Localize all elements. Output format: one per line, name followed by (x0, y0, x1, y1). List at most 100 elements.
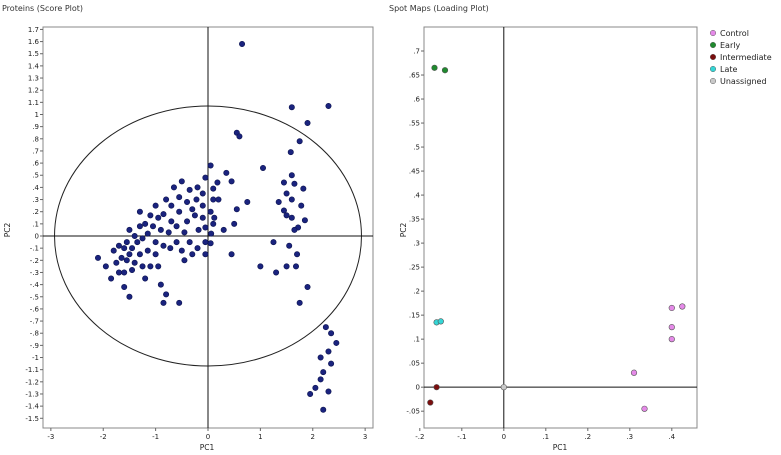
score-data-point (220, 226, 227, 233)
score-y-tick-label: -1.5 (25, 415, 39, 423)
loading-plot-title: Spot Maps (Loading Plot) (389, 4, 489, 13)
score-data-point (300, 185, 307, 192)
score-data-point (118, 254, 125, 261)
loading-y-tick-label: .25 (409, 264, 420, 272)
score-data-point (207, 240, 214, 247)
score-data-point (160, 242, 167, 249)
loading-y-tick-label: 0 (416, 384, 420, 392)
score-y-tick-label: .2 (32, 208, 39, 216)
score-y-tick-label: .3 (32, 196, 39, 204)
loading-point-control (668, 304, 675, 312)
score-data-point (207, 162, 214, 169)
loading-point-late (437, 318, 444, 325)
score-data-point (110, 247, 117, 254)
loading-plot-x-label: PC1 (553, 443, 568, 452)
score-data-point (228, 178, 235, 185)
score-data-point (317, 376, 324, 383)
score-data-point (199, 202, 206, 209)
score-data-point (131, 233, 138, 240)
score-data-point (113, 259, 120, 266)
legend: Control Early Intermediate Late Unassigned (709, 29, 772, 86)
score-plot-y-label: PC2 (3, 223, 12, 238)
score-data-point (176, 299, 183, 306)
score-y-tick-label: 1.4 (28, 62, 40, 70)
score-data-point (199, 214, 206, 221)
score-data-point (173, 239, 180, 246)
score-data-point (163, 291, 170, 298)
score-data-point (239, 41, 246, 48)
score-data-point (304, 119, 311, 126)
score-data-point (157, 281, 164, 288)
legend-marker-late (709, 65, 717, 73)
score-data-point (155, 214, 162, 221)
score-data-point (328, 330, 335, 337)
score-data-point (301, 217, 308, 224)
score-data-point (152, 202, 159, 209)
loading-y-tick-label: .05 (409, 360, 420, 368)
score-data-point (287, 149, 294, 156)
score-data-point (312, 384, 319, 391)
score-data-point (223, 169, 230, 176)
score-data-point (207, 208, 214, 215)
loading-x-tick-label: .2 (584, 433, 591, 441)
score-y-tick-label: -.1 (30, 245, 39, 253)
score-data-point (233, 206, 240, 213)
score-y-tick-label: .9 (32, 123, 39, 131)
score-y-tick-label: .6 (32, 160, 39, 168)
score-data-point (126, 226, 133, 233)
loading-y-tick-label: -.05 (406, 408, 420, 416)
loading-y-tick-label: .2 (413, 288, 420, 296)
score-data-point (189, 251, 196, 258)
score-data-point (244, 198, 251, 205)
score-data-point (136, 251, 143, 258)
loading-plot-frame (423, 26, 698, 429)
score-y-tick-label: .7 (32, 147, 39, 155)
score-data-point (142, 220, 149, 227)
score-data-point (167, 245, 174, 252)
loading-y-tick-label: .6 (413, 96, 420, 104)
loading-point-control (679, 303, 686, 310)
score-data-point (115, 242, 122, 249)
score-data-point (108, 275, 115, 282)
score-data-point (129, 267, 136, 274)
score-data-point (126, 293, 133, 300)
loading-plot: -.2 -.1 0 .1 .2 .3 .4 .7 .65 .6 .55 .5 .45 .4 .35 .3 .25… (406, 26, 698, 441)
score-data-point (144, 247, 151, 254)
score-data-point (307, 390, 314, 397)
score-y-tick-label: 1.3 (28, 75, 39, 83)
score-data-point (288, 214, 295, 221)
score-y-tick-label: -1 (32, 354, 39, 362)
score-data-point (181, 229, 188, 236)
score-y-tick-label: 1.7 (28, 26, 39, 34)
score-data-point (211, 214, 218, 221)
loading-point-intermediate (427, 399, 434, 406)
loading-point-control (668, 336, 675, 343)
score-data-point (193, 196, 200, 203)
score-data-point (139, 235, 146, 242)
score-y-tick-label: -.2 (30, 257, 39, 265)
score-data-point (286, 242, 293, 249)
score-data-point (210, 185, 217, 192)
loading-x-tick-label: .3 (626, 433, 633, 441)
loading-y-tick-label: .65 (409, 72, 420, 80)
score-data-point (288, 172, 295, 179)
score-data-point (121, 284, 128, 291)
score-data-point (202, 174, 209, 181)
score-data-point (123, 239, 130, 246)
loading-point-early (441, 67, 449, 74)
score-data-point (320, 369, 327, 376)
score-data-point (147, 263, 154, 270)
score-x-tick-label: -2 (100, 433, 107, 441)
score-data-point (257, 263, 264, 270)
score-data-point (280, 179, 287, 186)
score-data-point (215, 196, 222, 203)
score-data-point (298, 202, 305, 209)
score-data-point (283, 263, 290, 270)
score-data-point (214, 179, 221, 186)
legend-marker-unassigned (709, 77, 717, 85)
loading-point-intermediate (433, 384, 440, 391)
loading-point-control (641, 405, 648, 412)
score-data-point (296, 138, 303, 145)
score-data-point (139, 263, 146, 270)
score-data-point (170, 184, 177, 191)
